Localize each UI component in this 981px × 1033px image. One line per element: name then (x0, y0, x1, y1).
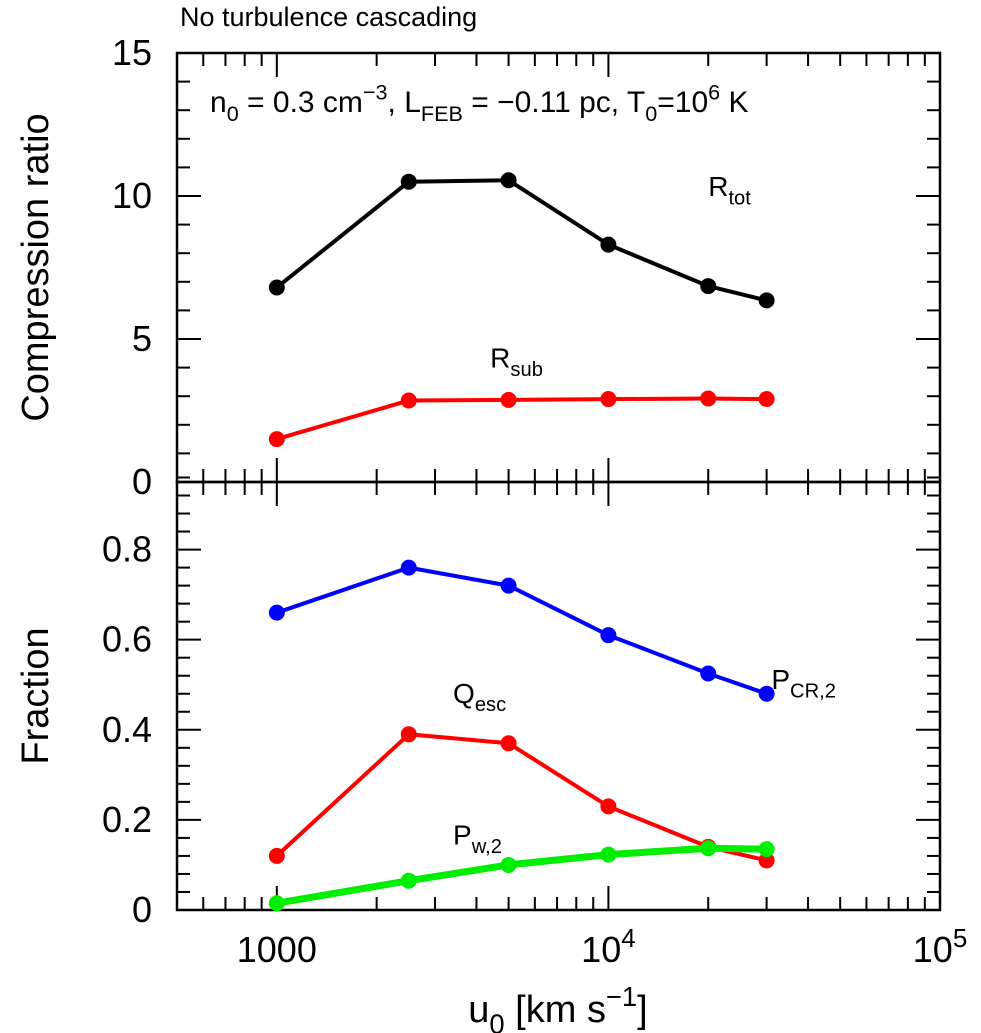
data-point (758, 685, 775, 702)
y-axis-title: Compression ratio (15, 113, 57, 421)
x-tick-label: 104 (581, 925, 635, 970)
data-point (600, 236, 617, 253)
data-point (758, 852, 775, 869)
series-line (275, 178, 768, 303)
y-tick-label: 0 (132, 889, 152, 930)
data-point (600, 391, 617, 408)
data-point (500, 172, 517, 189)
chart-caption: No turbulence cascading (180, 2, 477, 32)
data-point (700, 840, 717, 857)
y-axis-title: Fraction (15, 627, 57, 764)
y-tick-label: 0.6 (102, 619, 152, 660)
y-tick-label: 15 (112, 32, 152, 73)
data-point (500, 391, 517, 408)
data-point (500, 735, 517, 752)
data-point (268, 604, 285, 621)
data-point (600, 627, 617, 644)
x-tick-label: 1000 (237, 929, 317, 970)
series-line (276, 565, 768, 696)
data-point (600, 798, 617, 815)
data-point (758, 292, 775, 309)
x-axis-title: u0 [km s−1] (468, 981, 647, 1033)
series-label: PCR,2 (771, 664, 836, 702)
data-point (400, 173, 417, 190)
y-tick-label: 0.2 (102, 799, 152, 840)
data-point (758, 391, 775, 408)
data-point (268, 279, 285, 296)
tick-labels: 0 5 10 15 Compression ratio 0 0.2 0.4 0.6 0.8 Frac… (15, 32, 967, 1033)
data-point (400, 872, 417, 889)
data-series (268, 172, 775, 912)
bottom-panel-frame (175, 480, 942, 912)
data-point (500, 856, 517, 873)
series-label: Rtot (708, 171, 751, 209)
series-line (276, 844, 767, 907)
series-line (275, 732, 768, 863)
data-point (500, 577, 517, 594)
data-point (700, 665, 717, 682)
x-tick-label: 105 (913, 925, 967, 970)
data-point (600, 846, 617, 863)
data-point (400, 392, 417, 409)
y-tick-label: 5 (132, 318, 152, 359)
series-line (276, 396, 767, 442)
data-point (268, 895, 285, 912)
data-point (400, 559, 417, 576)
y-tick-label: 10 (112, 175, 152, 216)
annotations: Rtot Rsub PCR,2 Qesc Pw,2 n0 = 0.3 cm−3, LFEB… (210, 79, 836, 858)
data-point (400, 726, 417, 743)
parameter-annotation: n0 = 0.3 cm−3, LFEB = −0.11 pc, T0=106 K (210, 79, 749, 126)
data-point (268, 847, 285, 864)
data-point (700, 390, 717, 407)
data-point (758, 841, 775, 858)
data-point (268, 431, 285, 448)
data-point (700, 278, 717, 295)
series-label: Qesc (453, 678, 506, 716)
y-tick-label: 0.8 (102, 529, 152, 570)
y-tick-label: 0 (132, 461, 152, 502)
series-label: Pw,2 (453, 820, 502, 858)
axis-ticks (176, 52, 941, 911)
series-label: Rsub (490, 343, 543, 381)
y-tick-label: 0.4 (102, 709, 152, 750)
